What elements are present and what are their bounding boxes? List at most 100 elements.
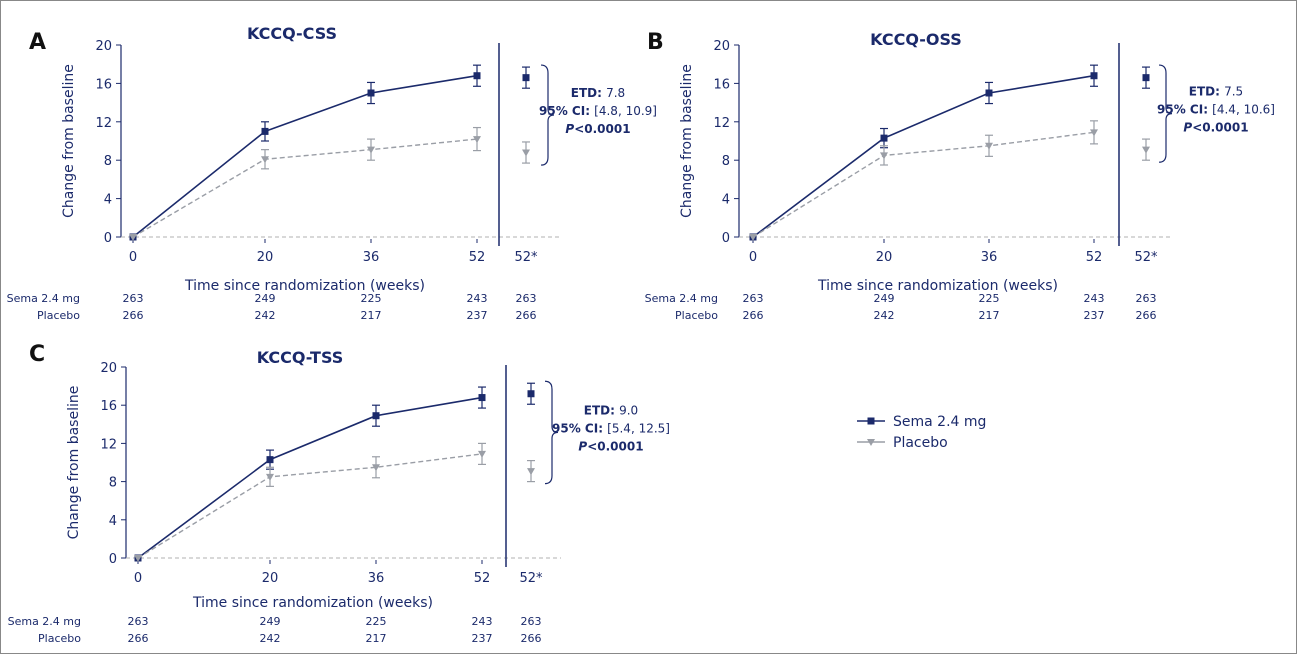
y-tick-label: 20	[100, 361, 117, 376]
p-label: P	[1183, 121, 1192, 135]
final-point-sema	[522, 74, 530, 82]
series-line-sema	[137, 396, 483, 559]
n-value-sema: 263	[516, 292, 537, 305]
x-tick-label: 52	[474, 571, 491, 586]
n-value-placebo: 237	[467, 309, 488, 322]
x-tick-label: 36	[368, 571, 385, 586]
data-point-placebo	[372, 464, 380, 472]
n-value-sema: 225	[361, 292, 382, 305]
final-point-placebo	[527, 468, 535, 476]
n-value-placebo: 266	[123, 309, 144, 322]
data-point-placebo	[1090, 129, 1098, 137]
data-point-sema	[1090, 72, 1098, 80]
data-point-sema	[261, 127, 269, 135]
final-point-sema	[527, 390, 535, 398]
etd-annotation: ETD: 7.8	[571, 86, 625, 100]
y-tick-label: 0	[109, 552, 117, 567]
panel-letter: C	[29, 342, 45, 367]
n-value-sema: 243	[1084, 292, 1105, 305]
series-line-placebo	[137, 453, 483, 559]
series-line-placebo	[132, 138, 478, 238]
panel-a: A KCCQ-CSS 0 4 8 12 16 20 Change from baseline 0 2…	[7, 24, 657, 322]
etd-annotation: ETD: 9.0	[584, 403, 638, 417]
data-point-placebo	[985, 142, 993, 150]
n-value-placebo: 266	[1136, 309, 1157, 322]
panel-letter: B	[647, 30, 664, 55]
n-value-placebo: 266	[743, 309, 764, 322]
etd-annotation: ETD: 7.5	[1189, 85, 1243, 99]
n-value-placebo: 242	[255, 309, 276, 322]
x-tick-label: 36	[363, 250, 380, 265]
p-value: <0.0001	[587, 439, 643, 453]
n-value-placebo: 237	[472, 632, 493, 645]
p-label: P	[578, 439, 587, 453]
series-line-sema	[132, 74, 478, 238]
n-value-placebo: 242	[874, 309, 895, 322]
x-tick-label: 0	[129, 250, 137, 265]
data-point-placebo	[129, 234, 137, 241]
ci-value: [4.4, 10.6]	[1212, 103, 1275, 117]
n-row-label-sema: Sema 2.4 mg	[645, 292, 718, 305]
data-point-sema	[367, 89, 375, 97]
y-axis-label: Change from baseline	[679, 64, 695, 218]
legend-label-sema: Sema 2.4 mg	[893, 414, 986, 430]
legend-label-placebo: Placebo	[893, 435, 948, 451]
bracket	[540, 64, 555, 166]
n-value-placebo: 266	[128, 632, 149, 645]
chart-title: KCCQ-TSS	[257, 348, 344, 367]
n-value-sema: 263	[743, 292, 764, 305]
final-point-sema	[1142, 74, 1150, 82]
x-axis-label: Time since randomization (weeks)	[817, 278, 1058, 294]
data-point-sema	[372, 412, 380, 420]
final-point-placebo	[1142, 146, 1150, 154]
y-tick-label: 20	[713, 39, 730, 54]
y-tick-label: 4	[104, 193, 112, 208]
p-annotation: P<0.0001	[1183, 121, 1248, 135]
x-axis-label: Time since randomization (weeks)	[184, 278, 425, 294]
p-value: <0.0001	[574, 122, 630, 136]
ci-annotation: 95% CI: [5.4, 12.5]	[552, 421, 670, 435]
p-annotation: P<0.0001	[578, 439, 643, 453]
x-tick-label: 20	[876, 250, 893, 265]
bracket	[544, 380, 559, 485]
p-label: P	[565, 122, 574, 136]
etd-label: ETD:	[1189, 85, 1224, 99]
n-value-sema: 263	[128, 615, 149, 628]
data-point-placebo	[134, 555, 142, 562]
data-point-placebo	[880, 152, 888, 160]
x-tick-label-final: 52*	[514, 250, 538, 265]
etd-label: ETD:	[571, 86, 606, 100]
n-value-sema: 263	[123, 292, 144, 305]
chart-title: KCCQ-CSS	[247, 24, 337, 43]
data-point-placebo	[473, 136, 481, 144]
y-tick-label: 16	[95, 77, 112, 92]
panel-letter: A	[29, 30, 46, 55]
y-axis-label: Change from baseline	[66, 386, 82, 540]
n-value-placebo: 217	[366, 632, 387, 645]
y-tick-label: 0	[104, 231, 112, 246]
data-point-sema	[880, 134, 888, 142]
ci-annotation: 95% CI: [4.8, 10.9]	[539, 104, 657, 118]
series-line-placebo	[752, 131, 1095, 238]
data-point-placebo	[367, 146, 375, 154]
bracket	[1158, 64, 1173, 163]
n-value-sema: 263	[521, 615, 542, 628]
n-value-placebo: 242	[260, 632, 281, 645]
n-row-label-placebo: Placebo	[37, 309, 80, 322]
legend-marker-placebo	[867, 439, 875, 446]
chart-title: KCCQ-OSS	[870, 30, 962, 49]
y-tick-label: 12	[713, 116, 730, 131]
data-point-sema	[473, 72, 481, 80]
y-tick-label: 0	[722, 231, 730, 246]
p-value: <0.0001	[1192, 121, 1248, 135]
final-point-placebo	[522, 149, 530, 157]
data-point-sema	[985, 89, 993, 97]
x-tick-label: 52	[469, 250, 486, 265]
x-tick-label: 0	[134, 571, 142, 586]
y-tick-label: 16	[100, 399, 117, 414]
etd-value: 9.0	[619, 403, 638, 417]
p-annotation: P<0.0001	[565, 122, 630, 136]
n-value-sema: 249	[260, 615, 281, 628]
